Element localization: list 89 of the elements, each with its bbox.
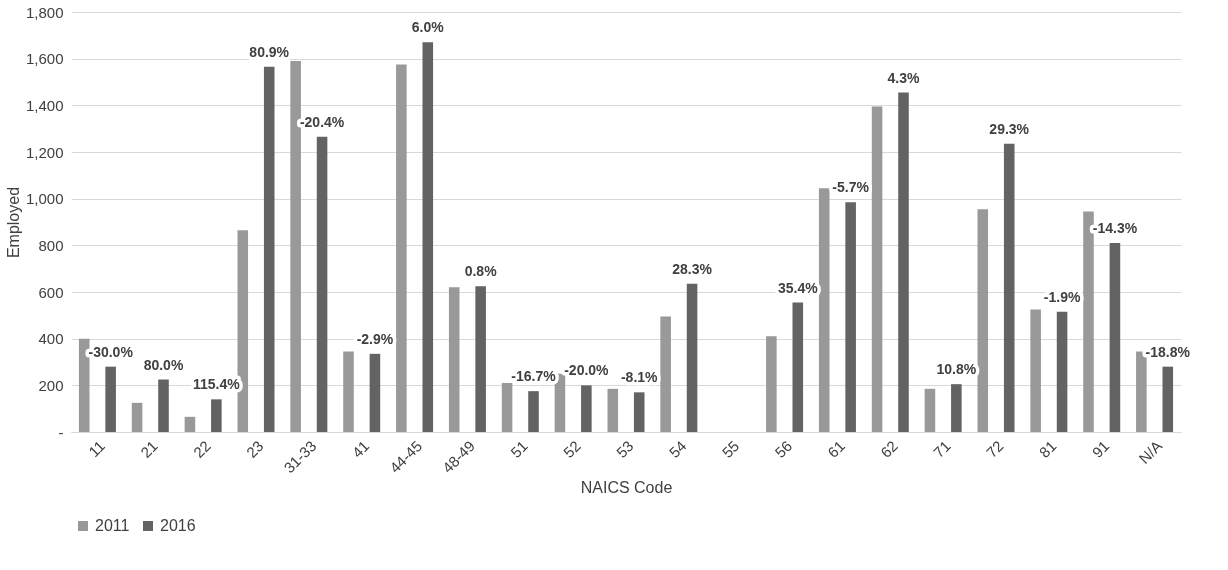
x-tick-label: 22 xyxy=(189,437,214,461)
x-tick-label: N/A xyxy=(1135,437,1166,467)
bar xyxy=(581,385,592,432)
x-tick-label: 71 xyxy=(929,437,954,461)
x-tick-label: 55 xyxy=(718,437,743,461)
legend-label: 2011 xyxy=(95,517,130,534)
bar xyxy=(316,136,328,432)
annotation: 80.9% xyxy=(249,43,290,60)
annotation: -18.8% xyxy=(1145,343,1191,360)
bar xyxy=(845,202,856,432)
bar xyxy=(1162,366,1174,432)
bar xyxy=(263,66,275,432)
x-axis-title: NAICS Code xyxy=(580,479,673,497)
bar xyxy=(792,302,804,432)
bar xyxy=(898,92,909,432)
y-tick-label: 800 xyxy=(38,236,64,254)
y-tick-label: 1,400 xyxy=(25,96,64,114)
annotation: 35.4% xyxy=(777,279,819,296)
annotation: -30.0% xyxy=(88,343,134,360)
annotation: -8.1% xyxy=(620,369,659,386)
bar xyxy=(78,338,90,432)
bar xyxy=(501,383,513,432)
y-tick-label: 1,200 xyxy=(25,143,64,161)
bar xyxy=(766,336,777,432)
bar xyxy=(369,353,381,432)
bar xyxy=(290,61,301,432)
y-tick-label: 1,000 xyxy=(25,190,64,208)
x-tick-label: 23 xyxy=(242,437,267,461)
bar xyxy=(818,188,830,432)
bar xyxy=(660,316,671,432)
annotation: -20.4% xyxy=(299,113,345,130)
bar xyxy=(131,402,143,432)
x-tick-label: 61 xyxy=(824,437,849,461)
y-tick-label: 400 xyxy=(38,330,64,348)
annotation: -2.9% xyxy=(356,330,394,347)
annotation: -1.9% xyxy=(1043,288,1081,305)
bar xyxy=(1056,311,1068,432)
y-tick-label: 200 xyxy=(38,376,64,394)
bar xyxy=(977,209,989,432)
bar xyxy=(1030,309,1041,432)
x-tick-label: 81 xyxy=(1035,437,1060,461)
annotation: -20.0% xyxy=(564,362,610,379)
y-tick-label: 600 xyxy=(38,283,64,301)
y-tick-label: - xyxy=(58,423,64,441)
bar xyxy=(105,366,116,432)
x-tick-label: 41 xyxy=(348,437,373,461)
bar xyxy=(686,283,698,432)
x-tick-label: 53 xyxy=(612,437,637,461)
bar xyxy=(184,416,196,432)
bar xyxy=(633,392,645,432)
bar xyxy=(475,286,486,432)
x-tick-label: 51 xyxy=(507,437,531,461)
annotation: 10.8% xyxy=(936,361,977,378)
x-tick-label: 91 xyxy=(1088,437,1113,461)
bar xyxy=(396,64,407,432)
x-tick-label: 52 xyxy=(559,437,584,461)
bar xyxy=(924,388,936,432)
y-tick-label: 1,800 xyxy=(25,3,64,21)
x-tick-label: 62 xyxy=(877,437,901,461)
annotation: -14.3% xyxy=(1092,220,1138,236)
annotation: 80.0% xyxy=(143,356,184,373)
annotation: -5.7% xyxy=(832,179,870,196)
bar xyxy=(871,106,883,432)
bar xyxy=(1003,143,1015,432)
y-tick-label: 1,600 xyxy=(25,50,64,68)
bar xyxy=(1109,243,1121,432)
x-tick-label: 56 xyxy=(771,437,796,461)
bar xyxy=(448,287,460,432)
bar xyxy=(1083,211,1094,432)
bar xyxy=(528,391,539,432)
annotation: -16.7% xyxy=(511,368,557,385)
bar xyxy=(211,399,222,432)
annotation: 6.0% xyxy=(411,19,445,36)
bar xyxy=(1136,351,1147,432)
annotation: 4.3% xyxy=(887,69,920,86)
bar xyxy=(422,42,434,432)
bar xyxy=(158,379,169,432)
x-tick-label: 21 xyxy=(137,437,161,461)
bar xyxy=(607,388,619,432)
annotation: 0.8% xyxy=(464,263,498,280)
annotation: 29.3% xyxy=(989,120,1030,137)
x-tick-label: 11 xyxy=(85,437,109,461)
x-tick-label: 54 xyxy=(665,437,690,461)
legend-label: 2016 xyxy=(160,517,196,534)
x-tick-label: 72 xyxy=(982,437,1007,461)
annotation: 28.3% xyxy=(672,260,713,277)
bar xyxy=(951,384,962,432)
y-axis-title: Employed xyxy=(4,186,22,259)
bar xyxy=(343,351,354,432)
